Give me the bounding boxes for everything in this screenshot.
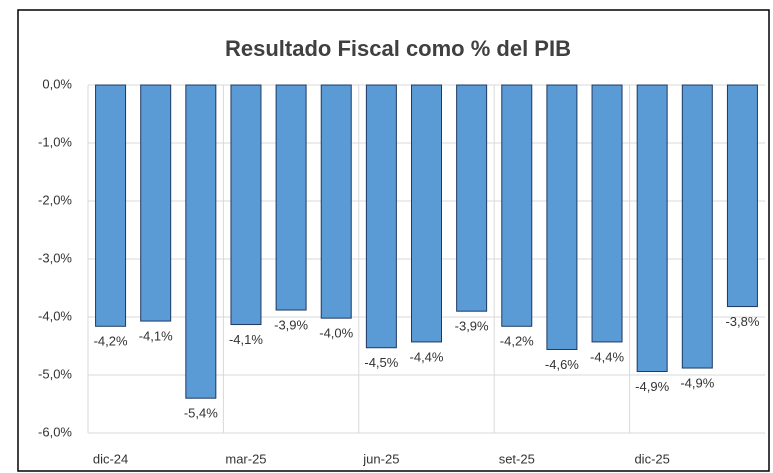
y-tick-label: -3,0% xyxy=(38,250,72,265)
bar xyxy=(275,84,307,311)
chart-title: Resultado Fiscal como % del PIB xyxy=(225,36,571,61)
y-tick-label: -1,0% xyxy=(38,134,72,149)
data-label: -4,6% xyxy=(545,357,579,372)
bar xyxy=(411,84,442,343)
data-label: -4,2% xyxy=(94,334,128,349)
bar xyxy=(320,84,352,319)
data-label: -4,9% xyxy=(680,375,714,390)
y-tick-label: -2,0% xyxy=(38,192,72,207)
data-label: -4,1% xyxy=(229,332,263,347)
x-tick-label: dic-24 xyxy=(93,451,128,466)
bar xyxy=(501,84,533,327)
data-label: -4,2% xyxy=(500,334,534,349)
x-tick-label: dic-25 xyxy=(634,451,669,466)
y-tick-label: -5,0% xyxy=(38,366,72,381)
bar xyxy=(591,84,623,343)
bar xyxy=(546,84,578,350)
data-label: -4,4% xyxy=(410,349,444,364)
data-label: -4,4% xyxy=(590,349,624,364)
y-tick-label: -6,0% xyxy=(38,424,72,439)
data-label: -3,9% xyxy=(274,317,308,332)
data-label: -4,0% xyxy=(319,326,353,341)
bar xyxy=(95,84,127,327)
data-label: -5,4% xyxy=(184,406,218,421)
bar xyxy=(726,84,758,308)
data-label: -3,9% xyxy=(455,319,489,334)
bar xyxy=(140,84,172,322)
x-tick-label: jun-25 xyxy=(362,451,399,466)
x-tick-label: mar-25 xyxy=(225,451,266,466)
bar xyxy=(681,84,713,369)
data-label: -4,1% xyxy=(139,328,173,343)
y-tick-label: -4,0% xyxy=(38,308,72,323)
data-label: -4,5% xyxy=(364,355,398,370)
bar xyxy=(636,84,668,373)
bar xyxy=(230,84,262,326)
data-label: -3,8% xyxy=(725,314,759,329)
bar xyxy=(365,84,397,349)
data-label: -4,9% xyxy=(635,379,669,394)
bar xyxy=(185,84,217,399)
x-tick-label: set-25 xyxy=(499,451,535,466)
y-tick-label: 0,0% xyxy=(42,76,72,91)
bar xyxy=(456,84,488,312)
